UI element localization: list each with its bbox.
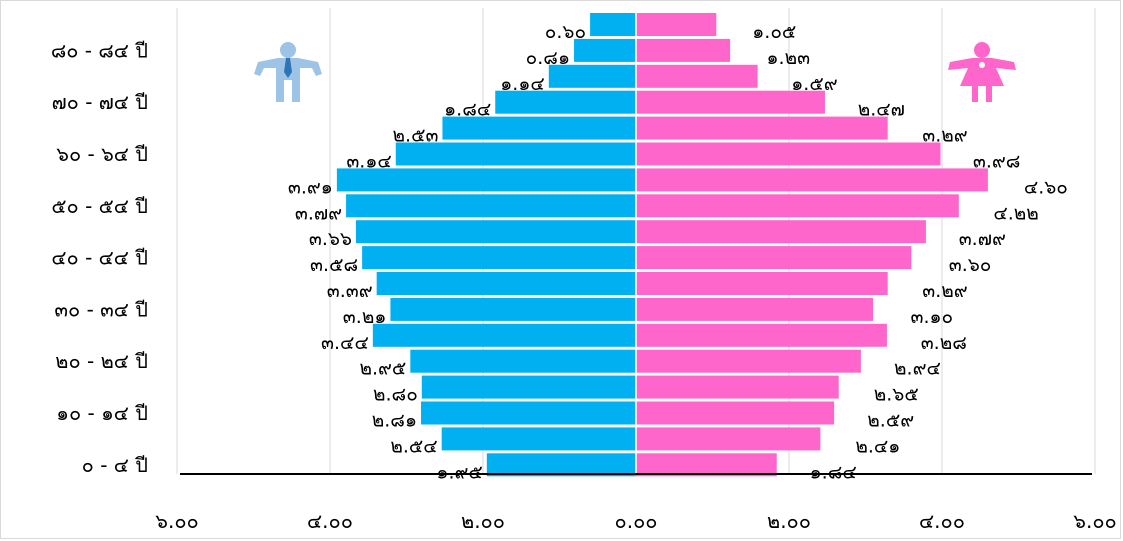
age-group-label: ๖๐ - ๖๔ ปี xyxy=(56,142,148,166)
female-bar xyxy=(636,323,887,347)
male-value-label: ๒.๘๐ xyxy=(373,384,418,406)
male-bar xyxy=(356,220,636,244)
female-bar xyxy=(636,13,717,36)
male-value-label: ๑.๙๕ xyxy=(436,461,482,483)
bars xyxy=(180,8,1092,477)
age-group-label: ๗๐ - ๗๔ ปี xyxy=(52,90,148,114)
female-value-label: ๔.๖๐ xyxy=(1024,176,1068,198)
male-bar xyxy=(421,375,636,399)
male-value-label: ๓.๒๑ xyxy=(343,306,387,328)
male-bar xyxy=(442,116,636,140)
female-value-label: ๒.๙๔ xyxy=(894,358,941,380)
male-value-label: ๒.๕๔ xyxy=(390,435,437,457)
male-value-label: ๓.๙๑ xyxy=(288,176,333,198)
male-bar xyxy=(421,401,636,425)
female-value-label: ๒.๔๑ xyxy=(855,435,900,457)
female-value-label: ๑.๘๔ xyxy=(810,461,857,483)
male-value-label: ๒.๙๕ xyxy=(359,358,406,380)
female-value-label: ๓.๒๙ xyxy=(922,125,967,147)
male-bar xyxy=(574,38,636,62)
female-bar xyxy=(636,220,926,244)
male-bar xyxy=(346,194,636,218)
female-value-label: ๓.๒๙ xyxy=(922,280,967,302)
female-value-label: ๑.๐๕ xyxy=(752,21,796,43)
male-value-label: ๓.๓๙ xyxy=(327,280,373,302)
female-value-label: ๔.๒๒ xyxy=(993,202,1038,224)
male-person-icon xyxy=(254,42,322,102)
female-bar xyxy=(636,90,825,114)
male-bar xyxy=(548,64,636,88)
male-bar xyxy=(376,272,636,295)
female-bar xyxy=(636,116,888,140)
category-labels: ๐ - ๔ ปี ๑๐ - ๑๔ ปี ๒๐ - ๒๔ ปี ๓๐ - ๓๔ ปี ๔๐… xyxy=(51,38,148,476)
female-value-label: ๑.๒๓ xyxy=(766,47,810,69)
age-group-label: ๕๐ - ๕๔ ปี xyxy=(51,194,148,218)
age-group-label: ๑๐ - ๑๔ ปี xyxy=(56,401,148,425)
female-value-label: ๓.๒๘ xyxy=(921,332,967,354)
x-tick-label: ๒.๐๐ xyxy=(461,509,505,533)
male-value-label: ๓.๑๔ xyxy=(346,151,391,173)
x-tick-label: ๐.๐๐ xyxy=(615,509,658,533)
male-bar xyxy=(441,427,636,451)
x-tick-label: ๒.๐๐ xyxy=(767,509,811,533)
male-bar xyxy=(362,246,636,270)
x-axis-tick-labels: ๖.๐๐ ๔.๐๐ ๒.๐๐ ๐.๐๐ ๒.๐๐ ๔.๐๐ ๖.๐๐ xyxy=(155,509,1116,533)
female-value-label: ๒.๖๕ xyxy=(874,384,919,406)
male-value-label: ๓.๗๙ xyxy=(295,202,342,224)
male-bar xyxy=(372,323,636,347)
female-value-label: ๓.๑๐ xyxy=(910,306,953,328)
x-tick-label: ๔.๐๐ xyxy=(919,509,965,533)
age-group-label: ๐ - ๔ ปี xyxy=(82,453,148,477)
female-bar xyxy=(636,297,874,321)
x-tick-label: ๖.๐๐ xyxy=(1073,509,1116,533)
male-value-label: ๒.๘๑ xyxy=(372,410,417,432)
age-group-label: ๓๐ - ๓๔ ปี xyxy=(54,297,148,321)
male-value-label: ๓.๔๔ xyxy=(321,332,369,354)
female-value-label: ๓.๙๘ xyxy=(973,151,1021,173)
female-bar xyxy=(636,401,835,425)
female-person-icon xyxy=(948,42,1016,102)
female-bar xyxy=(636,38,731,62)
male-value-label: ๐.๘๑ xyxy=(526,47,570,69)
male-bar xyxy=(336,168,636,192)
male-value-label: ๒.๕๓ xyxy=(393,125,439,147)
age-group-label: ๘๐ - ๘๔ ปี xyxy=(51,38,148,62)
female-bar xyxy=(636,64,758,88)
female-value-label: ๑.๕๙ xyxy=(791,73,837,95)
male-bar xyxy=(410,349,636,373)
x-tick-label: ๔.๐๐ xyxy=(307,509,353,533)
female-bar xyxy=(636,375,839,399)
x-tick-label: ๖.๐๐ xyxy=(155,509,198,533)
male-bar xyxy=(486,453,636,477)
female-bar xyxy=(636,453,777,477)
female-value-label: ๒.๕๙ xyxy=(867,410,914,432)
female-bar xyxy=(636,142,941,166)
age-group-label: ๔๐ - ๔๔ ปี xyxy=(51,246,148,270)
male-bar xyxy=(390,297,636,321)
female-bar xyxy=(636,194,959,218)
age-group-label: ๒๐ - ๒๔ ปี xyxy=(55,349,148,373)
male-bar xyxy=(495,90,636,114)
female-bar xyxy=(636,246,912,270)
female-bar xyxy=(636,168,988,192)
female-value-label: ๓.๖๐ xyxy=(949,254,992,276)
female-bar xyxy=(636,349,861,373)
female-value-label: ๒.๔๗ xyxy=(858,99,905,121)
male-value-label: ๓.๕๘ xyxy=(310,254,358,276)
male-value-label: ๓.๖๖ xyxy=(309,228,352,250)
female-bar xyxy=(636,427,821,451)
male-bar xyxy=(395,142,636,166)
data-labels: ๑.๙๕ ๑.๘๔๒.๕๔ ๒.๔๑๒.๘๑ ๒.๕๙๒.๘๐ ๒.๖๕๒.๙๕ ๒.๙๔… xyxy=(288,21,1068,483)
male-value-label: ๐.๖๐ xyxy=(545,21,586,43)
male-bar xyxy=(590,13,636,36)
male-value-label: ๑.๘๔ xyxy=(444,99,491,121)
female-bar xyxy=(636,272,888,295)
male-value-label: ๑.๑๔ xyxy=(500,73,545,95)
female-value-label: ๓.๗๙ xyxy=(959,228,1006,250)
